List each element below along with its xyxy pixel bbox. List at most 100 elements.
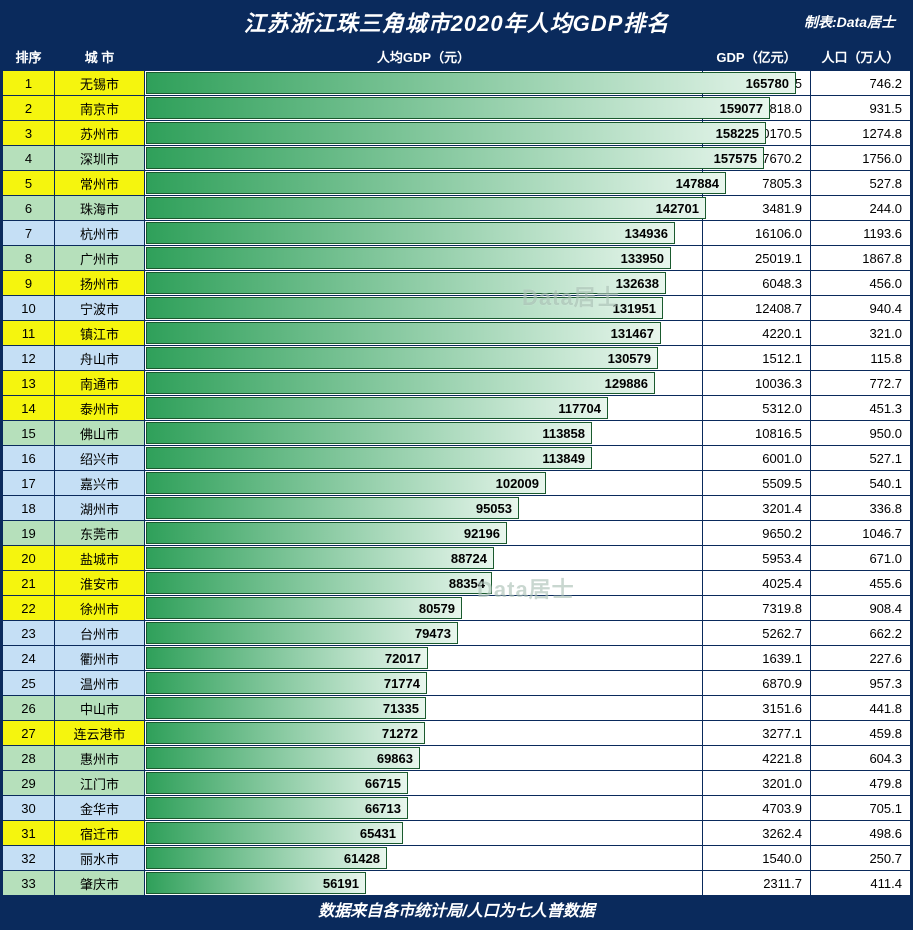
header-pop: 人口（万人） bbox=[811, 43, 911, 71]
table-row: 19东莞市921969650.21046.7 bbox=[3, 521, 911, 546]
percap-value: 92196 bbox=[464, 526, 500, 541]
percap-bar-cell: 95053 bbox=[145, 496, 703, 521]
percap-bar-cell: 147884 bbox=[145, 171, 703, 196]
percap-value: 130579 bbox=[608, 351, 651, 366]
ranking-table: 排序 城 市 人均GDP（元） GDP（亿元） 人口（万人） 1无锡市16578… bbox=[2, 42, 911, 896]
percap-bar: 130579 bbox=[146, 347, 658, 369]
gdp-cell: 16106.0 bbox=[703, 221, 811, 246]
percap-bar: 133950 bbox=[146, 247, 671, 269]
gdp-cell: 6048.3 bbox=[703, 271, 811, 296]
percap-value: 134936 bbox=[625, 226, 668, 241]
gdp-cell: 1540.0 bbox=[703, 846, 811, 871]
percap-bar-cell: 132638 bbox=[145, 271, 703, 296]
percap-value: 69863 bbox=[377, 751, 413, 766]
percap-bar: 80579 bbox=[146, 597, 462, 619]
table-row: 11镇江市1314674220.1321.0 bbox=[3, 321, 911, 346]
percap-value: 72017 bbox=[385, 651, 421, 666]
table-row: 5常州市1478847805.3527.8 bbox=[3, 171, 911, 196]
percap-bar-cell: 129886 bbox=[145, 371, 703, 396]
percap-value: 117704 bbox=[558, 401, 601, 416]
percap-bar: 65431 bbox=[146, 822, 403, 844]
table-row: 9扬州市1326386048.3456.0 bbox=[3, 271, 911, 296]
rank-cell: 24 bbox=[3, 646, 55, 671]
percap-bar: 147884 bbox=[146, 172, 726, 194]
percap-bar: 158225 bbox=[146, 122, 766, 144]
pop-cell: 1867.8 bbox=[811, 246, 911, 271]
pop-cell: 957.3 bbox=[811, 671, 911, 696]
pop-cell: 746.2 bbox=[811, 71, 911, 96]
pop-cell: 451.3 bbox=[811, 396, 911, 421]
percap-bar-cell: 56191 bbox=[145, 871, 703, 896]
gdp-cell: 6870.9 bbox=[703, 671, 811, 696]
table-row: 16绍兴市1138496001.0527.1 bbox=[3, 446, 911, 471]
table-row: 24衢州市720171639.1227.6 bbox=[3, 646, 911, 671]
city-cell: 连云港市 bbox=[55, 721, 145, 746]
rank-cell: 11 bbox=[3, 321, 55, 346]
footer-bar: 数据来自各市统计局/人口为七人普数据 bbox=[2, 896, 911, 928]
city-cell: 徐州市 bbox=[55, 596, 145, 621]
percap-value: 56191 bbox=[323, 876, 359, 891]
percap-bar: 88354 bbox=[146, 572, 492, 594]
percap-bar: 134936 bbox=[146, 222, 675, 244]
percap-bar: 72017 bbox=[146, 647, 428, 669]
table-row: 14泰州市1177045312.0451.3 bbox=[3, 396, 911, 421]
percap-bar: 165780 bbox=[146, 72, 796, 94]
table-row: 8广州市13395025019.11867.8 bbox=[3, 246, 911, 271]
percap-bar-cell: 92196 bbox=[145, 521, 703, 546]
city-cell: 江门市 bbox=[55, 771, 145, 796]
percap-value: 71774 bbox=[384, 676, 420, 691]
percap-bar-cell: 165780 bbox=[145, 71, 703, 96]
rank-cell: 28 bbox=[3, 746, 55, 771]
table-row: 23台州市794735262.7662.2 bbox=[3, 621, 911, 646]
percap-bar-cell: 72017 bbox=[145, 646, 703, 671]
percap-bar-cell: 131467 bbox=[145, 321, 703, 346]
percap-value: 66713 bbox=[365, 801, 401, 816]
percap-bar: 88724 bbox=[146, 547, 494, 569]
pop-cell: 498.6 bbox=[811, 821, 911, 846]
table-row: 28惠州市698634221.8604.3 bbox=[3, 746, 911, 771]
table-row: 30金华市667134703.9705.1 bbox=[3, 796, 911, 821]
rank-cell: 5 bbox=[3, 171, 55, 196]
rank-cell: 23 bbox=[3, 621, 55, 646]
percap-bar-cell: 113858 bbox=[145, 421, 703, 446]
pop-cell: 527.1 bbox=[811, 446, 911, 471]
percap-bar-cell: 157575 bbox=[145, 146, 703, 171]
pop-cell: 931.5 bbox=[811, 96, 911, 121]
percap-bar-cell: 66715 bbox=[145, 771, 703, 796]
gdp-cell: 7319.8 bbox=[703, 596, 811, 621]
percap-bar: 131951 bbox=[146, 297, 663, 319]
pop-cell: 772.7 bbox=[811, 371, 911, 396]
gdp-cell: 12408.7 bbox=[703, 296, 811, 321]
gdp-cell: 1639.1 bbox=[703, 646, 811, 671]
gdp-cell: 3151.6 bbox=[703, 696, 811, 721]
gdp-cell: 9650.2 bbox=[703, 521, 811, 546]
percap-bar: 102009 bbox=[146, 472, 546, 494]
pop-cell: 479.8 bbox=[811, 771, 911, 796]
header-city: 城 市 bbox=[55, 43, 145, 71]
gdp-cell: 4221.8 bbox=[703, 746, 811, 771]
city-cell: 台州市 bbox=[55, 621, 145, 646]
percap-value: 66715 bbox=[365, 776, 401, 791]
percap-bar-cell: 65431 bbox=[145, 821, 703, 846]
pop-cell: 604.3 bbox=[811, 746, 911, 771]
header-row: 排序 城 市 人均GDP（元） GDP（亿元） 人口（万人） bbox=[3, 43, 911, 71]
pop-cell: 441.8 bbox=[811, 696, 911, 721]
percap-value: 133950 bbox=[621, 251, 664, 266]
percap-bar-cell: 158225 bbox=[145, 121, 703, 146]
rank-cell: 21 bbox=[3, 571, 55, 596]
percap-bar: 66715 bbox=[146, 772, 408, 794]
page-title: 江苏浙江珠三角城市2020年人均GDP排名 bbox=[244, 6, 670, 38]
city-cell: 常州市 bbox=[55, 171, 145, 196]
percap-value: 65431 bbox=[360, 826, 396, 841]
pop-cell: 1046.7 bbox=[811, 521, 911, 546]
table-row: 20盐城市887245953.4671.0 bbox=[3, 546, 911, 571]
city-cell: 盐城市 bbox=[55, 546, 145, 571]
percap-bar-cell: 71272 bbox=[145, 721, 703, 746]
city-cell: 镇江市 bbox=[55, 321, 145, 346]
rank-cell: 26 bbox=[3, 696, 55, 721]
credit-label: 制表:Data居士 bbox=[804, 12, 895, 32]
percap-value: 142701 bbox=[656, 201, 699, 216]
rank-cell: 16 bbox=[3, 446, 55, 471]
city-cell: 苏州市 bbox=[55, 121, 145, 146]
pop-cell: 908.4 bbox=[811, 596, 911, 621]
